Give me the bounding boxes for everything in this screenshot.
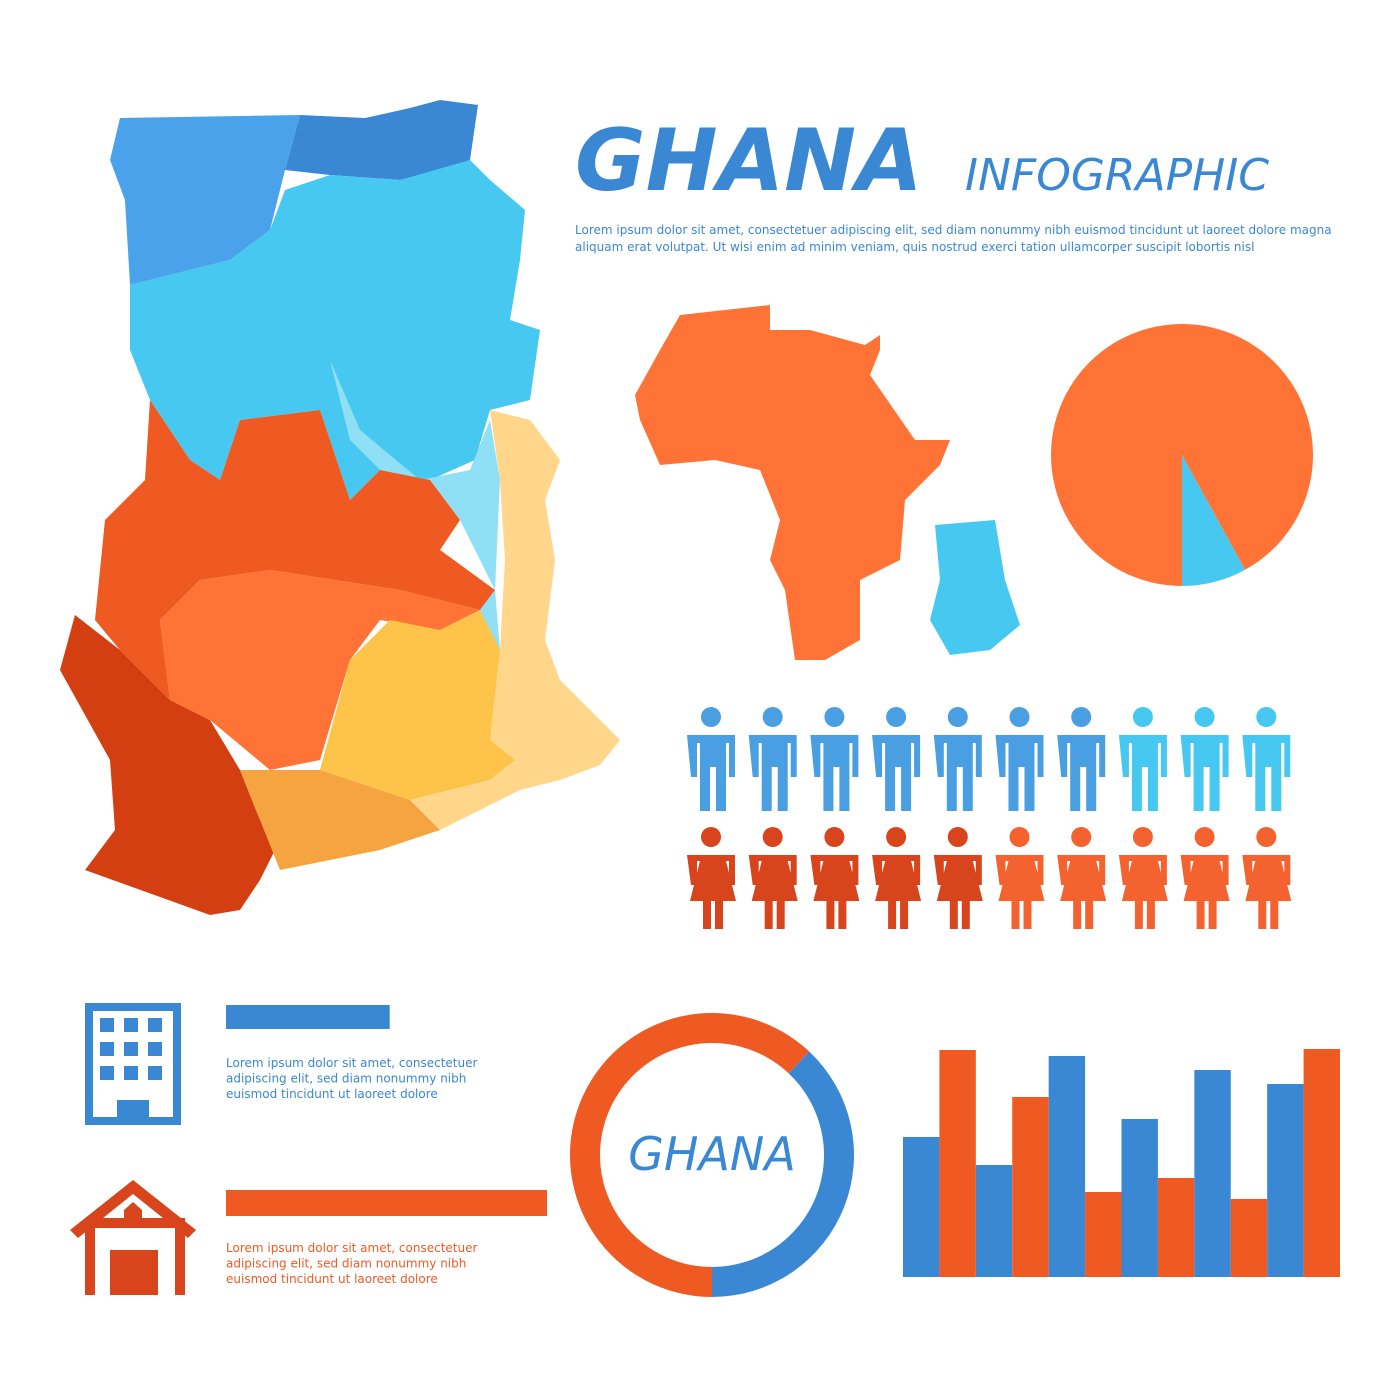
body <box>1118 735 1167 811</box>
man-icon <box>810 707 859 811</box>
head <box>1009 827 1030 847</box>
body <box>933 855 983 929</box>
head <box>947 707 968 727</box>
woman-icon <box>1180 827 1230 929</box>
body <box>1118 855 1168 929</box>
pie-slice <box>1182 455 1246 586</box>
body <box>748 855 798 929</box>
body <box>1242 735 1291 811</box>
body <box>872 735 921 811</box>
man-icon <box>1057 707 1106 811</box>
woman-icon <box>1242 827 1292 929</box>
man-icon <box>748 707 797 811</box>
head <box>1132 827 1153 847</box>
bar <box>1121 1119 1158 1277</box>
donut-label: GHANA <box>628 1127 796 1181</box>
bar <box>1230 1199 1268 1277</box>
bar <box>1303 1049 1340 1277</box>
bar <box>903 1137 940 1277</box>
body <box>995 735 1044 811</box>
woman-icon <box>995 827 1045 929</box>
subtitle: INFOGRAPHIC <box>965 150 1269 201</box>
body <box>1057 735 1106 811</box>
head <box>1071 707 1092 727</box>
body <box>872 855 922 929</box>
man-icon <box>1118 707 1167 811</box>
body <box>687 735 735 811</box>
caption: adipiscing elit, sed diam nonummy nibh <box>226 1257 466 1271</box>
head <box>762 827 783 847</box>
body <box>995 855 1045 929</box>
body <box>687 855 736 929</box>
man-icon <box>872 707 921 811</box>
body <box>1242 855 1292 929</box>
man-icon <box>1242 707 1291 811</box>
bar <box>1012 1097 1049 1277</box>
woman-icon <box>687 827 736 929</box>
pie-slice <box>1051 324 1314 586</box>
office-icon <box>85 1003 181 1125</box>
donut-segment <box>712 1051 854 1297</box>
head <box>824 827 845 847</box>
head <box>886 827 907 847</box>
woman-icon <box>933 827 983 929</box>
head <box>1256 707 1277 727</box>
head <box>886 707 907 727</box>
caption: Lorem ipsum dolor sit amet, consectetuer <box>226 1241 477 1255</box>
house-icon <box>70 1180 196 1295</box>
bar <box>1085 1192 1122 1277</box>
body <box>1180 735 1229 811</box>
hbar <box>226 1005 390 1029</box>
head <box>762 707 783 727</box>
head <box>1071 827 1092 847</box>
donut-segment <box>569 1013 810 1297</box>
woman-icon <box>1057 827 1107 929</box>
head <box>1194 707 1215 727</box>
bar <box>1194 1070 1231 1277</box>
body <box>748 735 797 811</box>
caption: euismod tincidunt ut laoreet dolore <box>226 1087 438 1101</box>
ghana-map <box>60 100 620 915</box>
man-icon <box>1180 707 1229 811</box>
africa-map <box>635 305 1020 660</box>
bar <box>1157 1178 1195 1277</box>
description: aliquam erat volutpat. Ut wisi enim ad m… <box>575 240 1254 254</box>
woman-icon <box>748 827 798 929</box>
head <box>701 827 721 847</box>
man-icon <box>995 707 1044 811</box>
hbar <box>226 1190 547 1216</box>
head <box>1132 707 1153 727</box>
caption: adipiscing elit, sed diam nonummy nibh <box>226 1072 466 1086</box>
body <box>933 735 982 811</box>
caption: euismod tincidunt ut laoreet dolore <box>226 1272 438 1286</box>
woman-icon <box>872 827 922 929</box>
head <box>824 707 845 727</box>
body <box>810 735 859 811</box>
head <box>947 827 968 847</box>
caption: Lorem ipsum dolor sit amet, consectetuer <box>226 1056 477 1070</box>
woman-icon <box>1118 827 1168 929</box>
title: GHANA <box>575 111 923 211</box>
head <box>701 707 721 727</box>
head <box>1009 707 1030 727</box>
description: Lorem ipsum dolor sit amet, consectetuer… <box>575 223 1332 237</box>
bar <box>939 1050 976 1277</box>
man-icon <box>687 707 735 811</box>
bar <box>1267 1084 1304 1277</box>
head <box>1256 827 1277 847</box>
head <box>1194 827 1215 847</box>
body <box>1180 855 1230 929</box>
bar <box>1048 1056 1086 1277</box>
man-icon <box>933 707 982 811</box>
body <box>1057 855 1107 929</box>
woman-icon <box>810 827 860 929</box>
body <box>810 855 860 929</box>
bar <box>975 1165 1013 1277</box>
